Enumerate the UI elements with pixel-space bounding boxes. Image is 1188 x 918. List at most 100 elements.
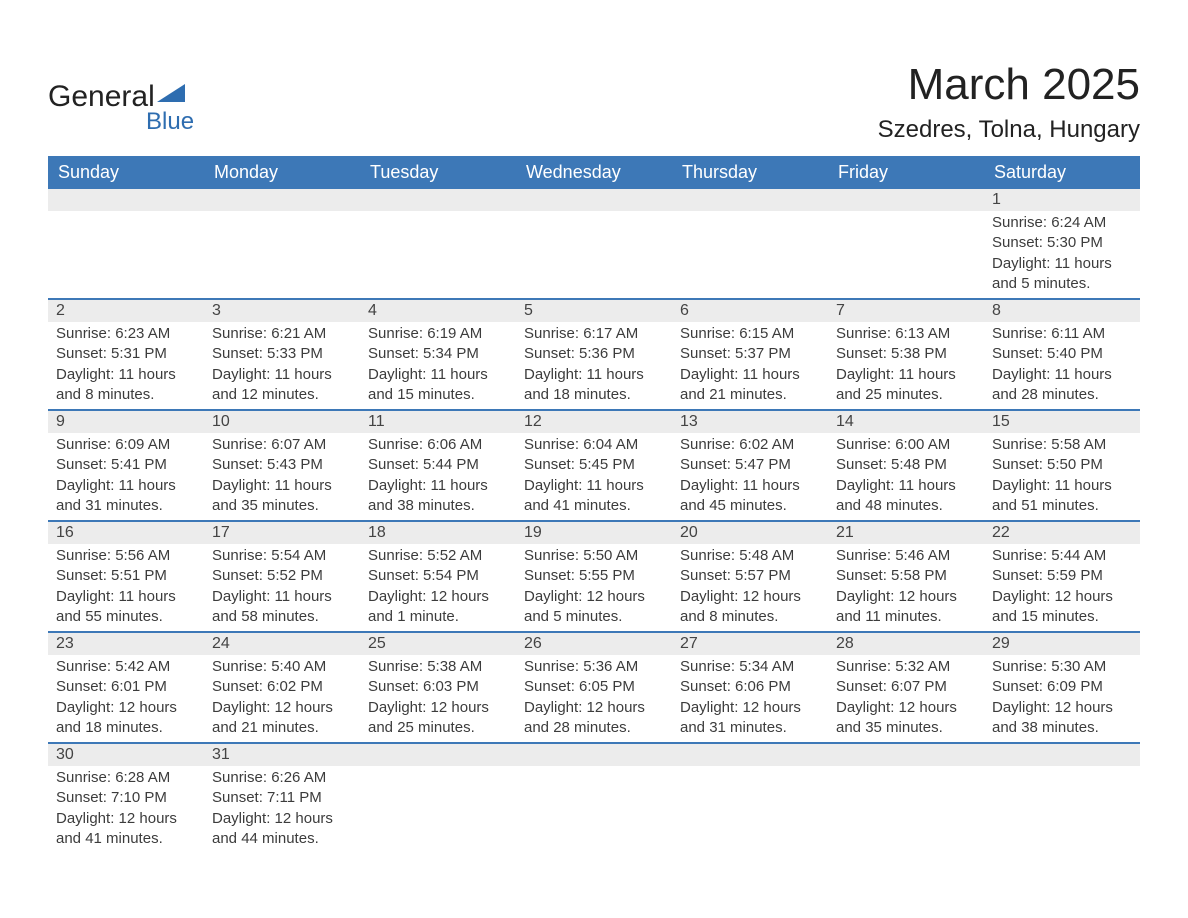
day-number — [516, 744, 672, 766]
daylight-line: Daylight: 12 hours and 18 minutes. — [56, 698, 196, 739]
day-number: 28 — [828, 633, 984, 655]
calendar-cell: 24Sunrise: 5:40 AMSunset: 6:02 PMDayligh… — [204, 632, 360, 743]
day-data: Sunrise: 6:26 AMSunset: 7:11 PMDaylight:… — [204, 766, 360, 853]
sunrise-line: Sunrise: 5:54 AM — [212, 546, 352, 566]
calendar-cell — [48, 189, 204, 299]
daylight-line: Daylight: 11 hours and 12 minutes. — [212, 365, 352, 406]
sunrise-line: Sunrise: 6:17 AM — [524, 324, 664, 344]
calendar-cell: 19Sunrise: 5:50 AMSunset: 5:55 PMDayligh… — [516, 521, 672, 632]
weekday-header: Sunday — [48, 156, 204, 189]
calendar-cell: 22Sunrise: 5:44 AMSunset: 5:59 PMDayligh… — [984, 521, 1140, 632]
day-data: Sunrise: 5:38 AMSunset: 6:03 PMDaylight:… — [360, 655, 516, 742]
day-data: Sunrise: 6:04 AMSunset: 5:45 PMDaylight:… — [516, 433, 672, 520]
daylight-line: Daylight: 11 hours and 8 minutes. — [56, 365, 196, 406]
sunrise-line: Sunrise: 5:58 AM — [992, 435, 1132, 455]
calendar-body: 1Sunrise: 6:24 AMSunset: 5:30 PMDaylight… — [48, 189, 1140, 853]
day-data: Sunrise: 6:17 AMSunset: 5:36 PMDaylight:… — [516, 322, 672, 409]
sunrise-line: Sunrise: 6:28 AM — [56, 768, 196, 788]
title-block: March 2025 Szedres, Tolna, Hungary — [878, 60, 1140, 144]
day-data: Sunrise: 5:56 AMSunset: 5:51 PMDaylight:… — [48, 544, 204, 631]
calendar-cell: 16Sunrise: 5:56 AMSunset: 5:51 PMDayligh… — [48, 521, 204, 632]
calendar-cell: 8Sunrise: 6:11 AMSunset: 5:40 PMDaylight… — [984, 299, 1140, 410]
sunset-line: Sunset: 6:09 PM — [992, 677, 1132, 697]
daylight-line: Daylight: 12 hours and 31 minutes. — [680, 698, 820, 739]
day-number: 20 — [672, 522, 828, 544]
logo: General Blue — [48, 78, 194, 136]
calendar-cell: 15Sunrise: 5:58 AMSunset: 5:50 PMDayligh… — [984, 410, 1140, 521]
daylight-line: Daylight: 12 hours and 25 minutes. — [368, 698, 508, 739]
weekday-header: Saturday — [984, 156, 1140, 189]
calendar-cell: 2Sunrise: 6:23 AMSunset: 5:31 PMDaylight… — [48, 299, 204, 410]
daylight-line: Daylight: 11 hours and 51 minutes. — [992, 476, 1132, 517]
sunrise-line: Sunrise: 5:38 AM — [368, 657, 508, 677]
sunset-line: Sunset: 5:57 PM — [680, 566, 820, 586]
day-data: Sunrise: 5:36 AMSunset: 6:05 PMDaylight:… — [516, 655, 672, 742]
daylight-line: Daylight: 11 hours and 5 minutes. — [992, 254, 1132, 295]
sunrise-line: Sunrise: 5:30 AM — [992, 657, 1132, 677]
sunset-line: Sunset: 5:47 PM — [680, 455, 820, 475]
calendar-cell: 4Sunrise: 6:19 AMSunset: 5:34 PMDaylight… — [360, 299, 516, 410]
calendar-cell — [984, 743, 1140, 853]
sunrise-line: Sunrise: 5:34 AM — [680, 657, 820, 677]
day-number: 11 — [360, 411, 516, 433]
logo-triangle-icon — [157, 78, 185, 108]
daylight-line: Daylight: 11 hours and 31 minutes. — [56, 476, 196, 517]
location: Szedres, Tolna, Hungary — [878, 116, 1140, 144]
day-data: Sunrise: 6:07 AMSunset: 5:43 PMDaylight:… — [204, 433, 360, 520]
sunrise-line: Sunrise: 5:56 AM — [56, 546, 196, 566]
calendar-cell: 1Sunrise: 6:24 AMSunset: 5:30 PMDaylight… — [984, 189, 1140, 299]
weekday-header: Tuesday — [360, 156, 516, 189]
day-data: Sunrise: 5:32 AMSunset: 6:07 PMDaylight:… — [828, 655, 984, 742]
daylight-line: Daylight: 12 hours and 21 minutes. — [212, 698, 352, 739]
calendar-cell — [516, 743, 672, 853]
day-data — [828, 766, 984, 772]
calendar-cell: 23Sunrise: 5:42 AMSunset: 6:01 PMDayligh… — [48, 632, 204, 743]
sunset-line: Sunset: 6:07 PM — [836, 677, 976, 697]
sunrise-line: Sunrise: 5:52 AM — [368, 546, 508, 566]
sunset-line: Sunset: 7:11 PM — [212, 788, 352, 808]
daylight-line: Daylight: 11 hours and 28 minutes. — [992, 365, 1132, 406]
calendar-cell: 17Sunrise: 5:54 AMSunset: 5:52 PMDayligh… — [204, 521, 360, 632]
calendar-cell: 18Sunrise: 5:52 AMSunset: 5:54 PMDayligh… — [360, 521, 516, 632]
calendar-cell: 25Sunrise: 5:38 AMSunset: 6:03 PMDayligh… — [360, 632, 516, 743]
day-number: 29 — [984, 633, 1140, 655]
day-number: 26 — [516, 633, 672, 655]
day-number — [672, 744, 828, 766]
daylight-line: Daylight: 11 hours and 45 minutes. — [680, 476, 820, 517]
daylight-line: Daylight: 11 hours and 55 minutes. — [56, 587, 196, 628]
day-number: 2 — [48, 300, 204, 322]
day-number: 31 — [204, 744, 360, 766]
day-number: 17 — [204, 522, 360, 544]
sunset-line: Sunset: 5:30 PM — [992, 233, 1132, 253]
sunrise-line: Sunrise: 6:24 AM — [992, 213, 1132, 233]
calendar-table: SundayMondayTuesdayWednesdayThursdayFrid… — [48, 156, 1140, 853]
calendar-cell: 7Sunrise: 6:13 AMSunset: 5:38 PMDaylight… — [828, 299, 984, 410]
sunset-line: Sunset: 5:36 PM — [524, 344, 664, 364]
day-data — [672, 211, 828, 217]
day-data: Sunrise: 5:46 AMSunset: 5:58 PMDaylight:… — [828, 544, 984, 631]
day-data — [204, 211, 360, 217]
sunrise-line: Sunrise: 6:15 AM — [680, 324, 820, 344]
calendar-cell: 9Sunrise: 6:09 AMSunset: 5:41 PMDaylight… — [48, 410, 204, 521]
day-data: Sunrise: 6:19 AMSunset: 5:34 PMDaylight:… — [360, 322, 516, 409]
daylight-line: Daylight: 11 hours and 21 minutes. — [680, 365, 820, 406]
day-data: Sunrise: 5:54 AMSunset: 5:52 PMDaylight:… — [204, 544, 360, 631]
daylight-line: Daylight: 12 hours and 35 minutes. — [836, 698, 976, 739]
sunrise-line: Sunrise: 5:48 AM — [680, 546, 820, 566]
calendar-cell: 14Sunrise: 6:00 AMSunset: 5:48 PMDayligh… — [828, 410, 984, 521]
calendar-cell: 11Sunrise: 6:06 AMSunset: 5:44 PMDayligh… — [360, 410, 516, 521]
calendar-cell — [516, 189, 672, 299]
sunrise-line: Sunrise: 5:42 AM — [56, 657, 196, 677]
daylight-line: Daylight: 11 hours and 18 minutes. — [524, 365, 664, 406]
weekday-header: Friday — [828, 156, 984, 189]
day-number — [360, 744, 516, 766]
day-data — [828, 211, 984, 217]
day-data: Sunrise: 6:11 AMSunset: 5:40 PMDaylight:… — [984, 322, 1140, 409]
sunset-line: Sunset: 5:44 PM — [368, 455, 508, 475]
day-number: 8 — [984, 300, 1140, 322]
day-data: Sunrise: 6:21 AMSunset: 5:33 PMDaylight:… — [204, 322, 360, 409]
sunrise-line: Sunrise: 6:11 AM — [992, 324, 1132, 344]
sunset-line: Sunset: 5:52 PM — [212, 566, 352, 586]
sunset-line: Sunset: 5:54 PM — [368, 566, 508, 586]
day-data: Sunrise: 6:02 AMSunset: 5:47 PMDaylight:… — [672, 433, 828, 520]
